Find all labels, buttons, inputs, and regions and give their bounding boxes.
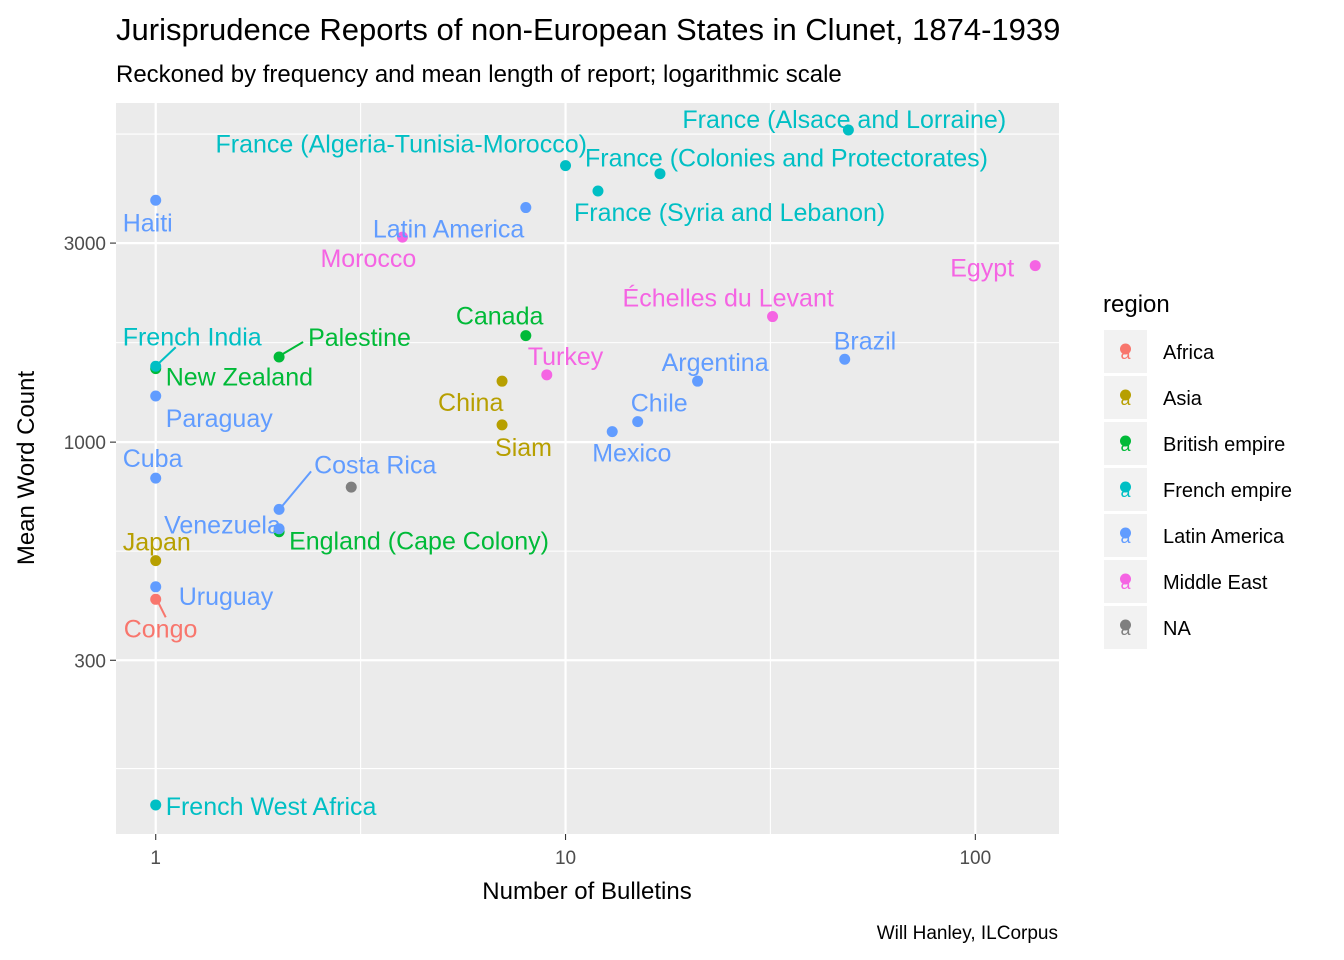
chart-title: Jurisprudence Reports of non-European St… — [116, 12, 1060, 47]
point-label: Paraguay — [166, 405, 274, 433]
point-label: Morocco — [320, 245, 416, 273]
point-label: Congo — [124, 615, 198, 643]
legend-glyph: a — [1120, 573, 1131, 593]
legend-glyph: a — [1120, 435, 1131, 455]
point-label: Brazil — [834, 327, 897, 355]
data-point — [839, 353, 851, 365]
y-axis-title: Mean Word Count — [13, 371, 40, 566]
legend-point — [1120, 481, 1131, 493]
y-tick-label: 300 — [74, 651, 106, 672]
legend-label: Africa — [1163, 342, 1215, 364]
x-axis-title: Number of Bulletins — [482, 878, 691, 905]
caption: Will Hanley, ILCorpus — [877, 923, 1058, 944]
data-point — [842, 124, 854, 136]
point-label: France (Alsace and Lorraine) — [682, 106, 1006, 134]
point-labels: Congo Japan China Siam Palestine New Zealand C… — [123, 106, 1015, 821]
x-tick-label: 10 — [555, 848, 576, 869]
point-label: Chile — [631, 390, 688, 418]
legend-glyph: a — [1120, 481, 1131, 501]
legend-label: Latin America — [1163, 526, 1285, 548]
point-label: Costa Rica — [314, 451, 436, 479]
label-connector — [156, 600, 167, 618]
data-point — [541, 369, 553, 381]
legend-point — [1120, 573, 1131, 585]
legend-point — [1120, 389, 1131, 401]
plot-panel — [116, 103, 1059, 834]
point-label: France (Syria and Lebanon) — [574, 199, 885, 227]
data-point — [606, 426, 618, 438]
grid-lines — [116, 103, 1059, 834]
point-label: Turkey — [528, 343, 604, 371]
legend-point — [1120, 435, 1131, 447]
point-label: Cuba — [123, 445, 183, 473]
point-label: Latin America — [373, 216, 525, 244]
label-connector — [157, 346, 177, 366]
legend-point — [1120, 619, 1131, 631]
data-point — [496, 419, 508, 431]
y-tick-label: 3000 — [64, 234, 106, 255]
point-label: Haiti — [123, 209, 173, 237]
legend-glyph: a — [1120, 619, 1131, 639]
legend-label: French empire — [1163, 480, 1292, 502]
x-tick-label: 100 — [959, 848, 991, 869]
data-point — [520, 202, 532, 214]
y-tick-label: 1000 — [64, 433, 106, 454]
legend-glyph: a — [1120, 527, 1131, 547]
data-point — [632, 416, 644, 428]
point-label: France (Colonies and Protectorates) — [585, 145, 988, 173]
legend-label: British empire — [1163, 434, 1285, 456]
label-connector — [280, 470, 312, 509]
point-label: Canada — [456, 303, 544, 331]
point-label: Uruguay — [179, 583, 274, 611]
data-point — [560, 160, 572, 172]
data-point — [396, 231, 408, 243]
chart-subtitle: Reckoned by frequency and mean length of… — [116, 61, 842, 88]
legend-glyph: a — [1120, 343, 1131, 363]
legend-point — [1120, 343, 1131, 355]
data-point — [150, 555, 162, 567]
data-point — [767, 311, 779, 323]
legend-glyph: a — [1120, 389, 1131, 409]
data-points — [150, 124, 1041, 811]
data-point — [592, 185, 604, 197]
point-label: Palestine — [308, 324, 411, 352]
point-label: Mexico — [592, 440, 671, 468]
data-point — [150, 799, 162, 811]
point-label: Egypt — [950, 255, 1014, 283]
legend: a Africa a Asia a British empire a French empir… — [1104, 330, 1292, 649]
point-label: China — [438, 389, 503, 417]
legend-title: region — [1103, 291, 1170, 318]
legend-label: Middle East — [1163, 572, 1268, 594]
point-label: Échelles du Levant — [623, 284, 834, 313]
point-label: Japan — [123, 529, 191, 557]
data-point — [496, 375, 508, 387]
data-point — [150, 472, 162, 484]
point-label: Argentina — [662, 349, 769, 377]
x-tick-label: 1 — [150, 848, 161, 869]
data-point — [345, 481, 357, 493]
point-label: New Zealand — [166, 364, 313, 392]
data-point — [1029, 260, 1041, 272]
y-axis-ticks: 300 1000 3000 — [64, 234, 116, 672]
legend-point — [1120, 527, 1131, 539]
point-label: Siam — [495, 434, 552, 462]
data-point — [273, 523, 285, 535]
data-point — [150, 390, 162, 402]
point-label: France (Algeria-Tunisia-Morocco) — [216, 131, 587, 159]
point-label: French West Africa — [166, 793, 377, 821]
data-point — [150, 194, 162, 206]
point-label: Venezuela — [164, 512, 281, 540]
label-connector — [280, 341, 304, 356]
x-axis-ticks: 1 10 100 — [150, 834, 991, 869]
point-label: England (Cape Colony) — [289, 528, 549, 556]
data-point — [520, 330, 532, 342]
data-point — [692, 375, 704, 387]
legend-label: NA — [1163, 618, 1191, 640]
point-label: French India — [123, 323, 262, 351]
data-point — [150, 581, 162, 593]
legend-label: Asia — [1163, 388, 1203, 410]
data-point — [654, 168, 666, 180]
